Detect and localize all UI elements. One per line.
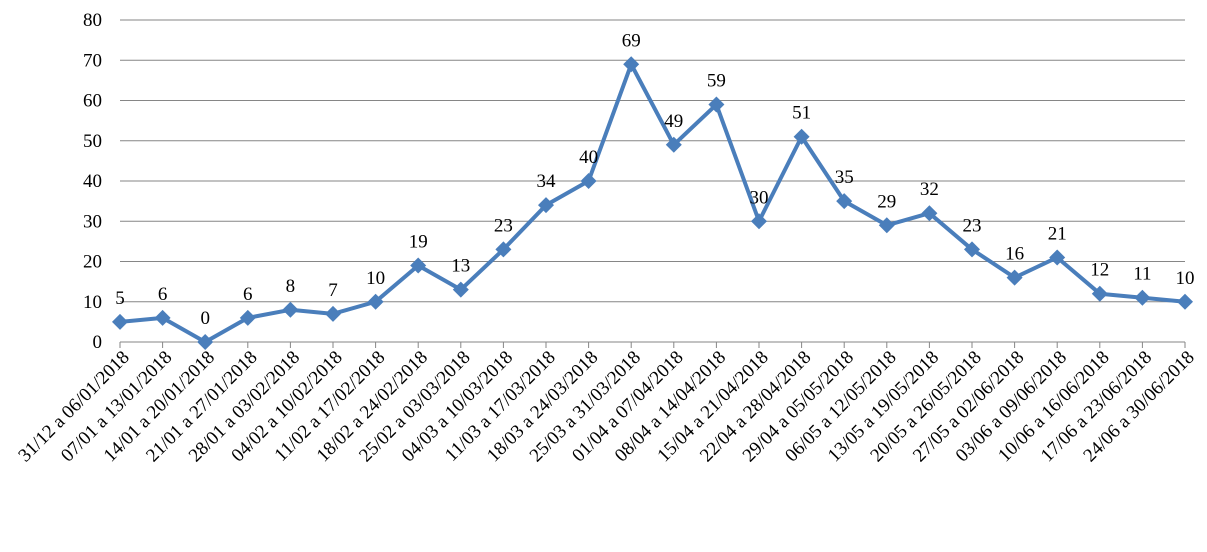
data-label: 10: [366, 268, 385, 289]
marker: [1177, 293, 1193, 310]
data-label: 8: [286, 276, 296, 297]
marker: [1006, 269, 1023, 286]
marker: [1134, 289, 1151, 306]
data-label: 19: [409, 232, 428, 253]
marker: [367, 293, 384, 310]
data-label: 0: [200, 308, 210, 329]
y-tick-label: 20: [83, 252, 102, 273]
data-label: 23: [963, 215, 982, 236]
marker: [708, 96, 725, 113]
y-tick-label: 60: [83, 91, 102, 112]
data-label: 51: [792, 103, 811, 124]
data-label: 32: [920, 179, 939, 200]
marker: [197, 334, 214, 350]
marker: [665, 136, 682, 153]
marker: [452, 281, 469, 298]
data-label: 7: [328, 280, 338, 301]
marker: [1091, 285, 1108, 302]
series-line: [119, 62, 1186, 344]
y-tick-label: 70: [83, 50, 102, 71]
marker: [623, 56, 640, 73]
marker: [793, 128, 810, 145]
marker: [538, 197, 554, 214]
data-label: 6: [243, 284, 253, 305]
marker: [878, 217, 895, 234]
data-label: 16: [1005, 244, 1024, 265]
data-label: 11: [1133, 264, 1151, 285]
y-tick-label: 0: [93, 332, 103, 353]
data-label: 30: [750, 187, 769, 208]
y-tick-label: 30: [83, 211, 102, 232]
data-label: 34: [537, 171, 557, 192]
marker: [751, 213, 767, 230]
data-label: 49: [664, 111, 683, 132]
marker: [921, 205, 938, 222]
y-tick-label: 40: [83, 171, 102, 192]
marker: [239, 309, 256, 326]
marker: [580, 173, 597, 189]
data-label: 21: [1048, 223, 1067, 244]
data-label: 23: [494, 215, 513, 236]
data-label: 35: [835, 167, 854, 188]
marker: [410, 257, 427, 274]
marker: [1049, 249, 1066, 266]
marker: [154, 309, 171, 326]
data-label: 29: [877, 191, 896, 212]
data-label: 5: [115, 288, 125, 309]
marker: [495, 241, 512, 258]
data-label: 10: [1176, 268, 1195, 289]
data-label: 6: [158, 284, 168, 305]
marker: [325, 305, 341, 322]
marker: [964, 241, 980, 258]
data-label: 59: [707, 71, 726, 92]
data-label: 12: [1090, 260, 1109, 281]
marker: [836, 193, 853, 210]
data-label: 69: [622, 30, 641, 51]
data-label: 40: [579, 147, 598, 168]
data-label: 13: [451, 256, 470, 277]
y-tick-label: 10: [83, 292, 102, 313]
y-tick-label: 80: [83, 10, 102, 31]
y-tick-label: 50: [83, 131, 102, 152]
marker: [282, 301, 299, 318]
marker: [112, 313, 128, 330]
